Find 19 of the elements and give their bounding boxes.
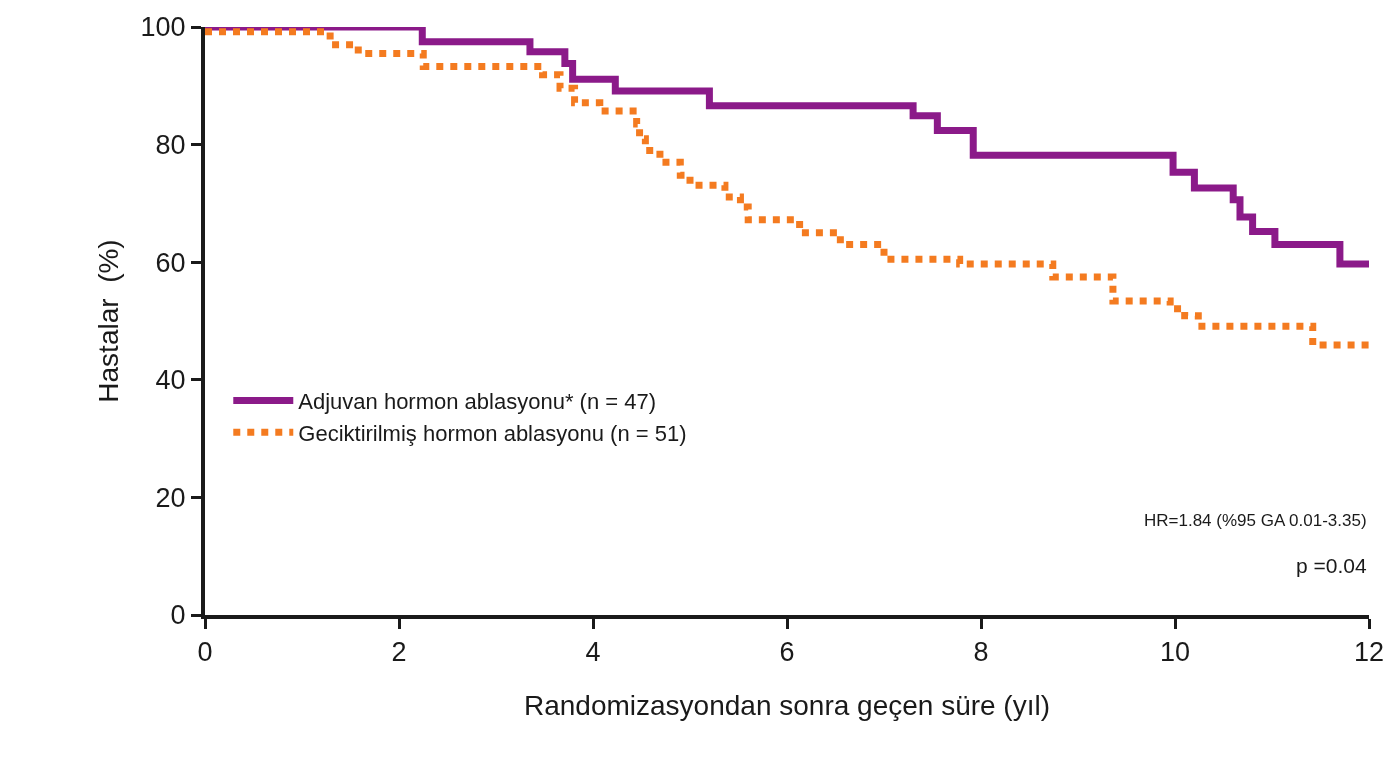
x-axis-title: Randomizasyondan sonra geçen süre (yıl) xyxy=(523,690,1051,721)
y-axis-title: Hastalar (%) xyxy=(92,239,124,403)
y-tick-label: 100 xyxy=(140,12,186,43)
annotation: HR=1.84 (%95 GA 0.01-3.35) xyxy=(1144,511,1367,530)
legend-label: Adjuvan hormon ablasyonu* (n = 47) xyxy=(298,389,657,415)
x-tick-label: 6 xyxy=(779,637,795,668)
x-tick-label: 12 xyxy=(1353,637,1385,668)
annotation: p =0.04 xyxy=(1296,554,1367,577)
x-tick-label: 4 xyxy=(585,637,601,668)
x-tick-label: 10 xyxy=(1159,637,1191,668)
y-tick-label: 40 xyxy=(155,365,186,396)
x-tick-label: 0 xyxy=(197,637,213,668)
x-tick-label: 2 xyxy=(391,637,407,668)
legend-label: Geciktirilmiş hormon ablasyonu (n = 51) xyxy=(298,420,687,446)
y-tick-label: 0 xyxy=(170,600,186,631)
y-tick-label: 20 xyxy=(155,482,186,513)
y-tick-label: 60 xyxy=(155,247,186,278)
x-tick-label: 8 xyxy=(973,637,989,668)
y-tick-label: 80 xyxy=(155,130,186,161)
